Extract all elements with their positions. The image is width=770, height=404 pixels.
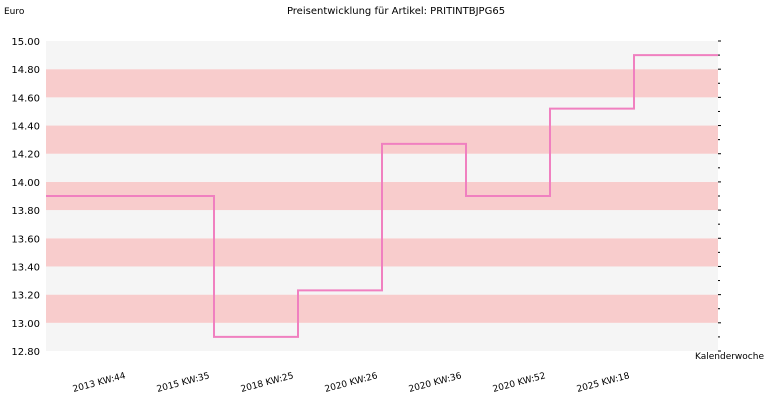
y-tick-label: 14.40 [11, 122, 40, 133]
y-tick-label: 13.00 [11, 319, 40, 330]
grid-band [46, 69, 718, 98]
price-line [46, 54, 718, 338]
x-tick-label: 2013 KW:44 [72, 371, 127, 395]
grid-band [46, 41, 718, 70]
grid-band [46, 294, 718, 323]
y-tick-label: 13.80 [11, 206, 40, 217]
y-tick-label: 12.80 [11, 347, 40, 358]
x-tick-label: 2018 KW:25 [240, 371, 295, 395]
y-tick-label: 14.00 [11, 178, 40, 189]
x-tick-label: 2025 KW:18 [576, 371, 631, 395]
y-tick-label: 14.20 [11, 150, 40, 161]
chart-title: Preisentwicklung für Artikel: PRITINTBJP… [287, 6, 505, 17]
x-tick-label: 2020 KW:26 [324, 371, 379, 395]
y-axis-label: Euro [4, 7, 25, 17]
grid-band [46, 97, 718, 126]
x-tick-label: 2020 KW:36 [408, 371, 463, 395]
y-tick-label: 14.80 [11, 65, 40, 76]
x-axis-label: Kalenderwoche [695, 352, 764, 362]
y-tick-label: 13.20 [11, 291, 40, 302]
grid-band [46, 322, 718, 351]
y-tick-label: 15.00 [11, 37, 40, 48]
x-tick-label: 2015 KW:35 [156, 371, 211, 395]
y-tick-label: 13.40 [11, 262, 40, 273]
y-tick-label: 13.60 [11, 234, 40, 245]
x-tick-label: 2020 KW:52 [492, 371, 547, 395]
y-tick-label: 14.60 [11, 93, 40, 104]
